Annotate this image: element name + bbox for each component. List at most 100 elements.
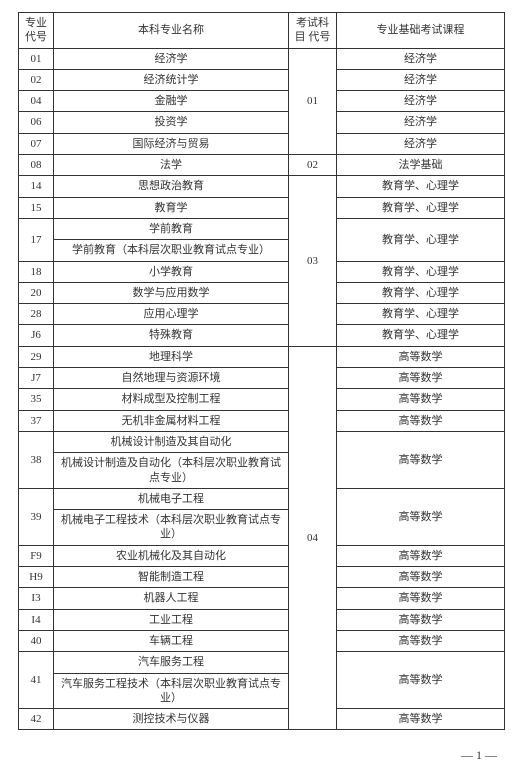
cell-major-code: 02: [19, 69, 54, 90]
cell-major-name-variant: 机械设计制造及自动化（本科层次职业教育试点专业）: [54, 453, 288, 488]
cell-course: 高等数学: [337, 389, 505, 410]
cell-course: 经济学: [337, 69, 505, 90]
cell-major-name: 机械设计制造及其自动化机械设计制造及自动化（本科层次职业教育试点专业）: [54, 431, 289, 488]
cell-major-code: 28: [19, 304, 54, 325]
cell-major-name: 农业机械化及其自动化: [54, 545, 289, 566]
cell-major-code: 07: [19, 133, 54, 154]
page-number: — 1 —: [18, 748, 505, 763]
cell-major-name: 特殊教育: [54, 325, 289, 346]
header-major-name: 本科专业名称: [54, 13, 289, 49]
cell-major-code: 15: [19, 197, 54, 218]
cell-major-name: 思想政治教育: [54, 176, 289, 197]
table-row: 29地理科学04高等数学: [19, 346, 505, 367]
header-exam-code: 考试科目 代号: [289, 13, 337, 49]
cell-major-name: 应用心理学: [54, 304, 289, 325]
cell-course: 法学基础: [337, 155, 505, 176]
cell-major-code: J6: [19, 325, 54, 346]
cell-major-name-variant: 机械电子工程: [54, 489, 288, 510]
cell-major-code: I4: [19, 609, 54, 630]
cell-course: 高等数学: [337, 567, 505, 588]
table-row: 01经济学01经济学: [19, 48, 505, 69]
table-row: 28应用心理学 教育学、心理学: [19, 304, 505, 325]
cell-course: 高等数学: [337, 588, 505, 609]
cell-course: 教育学、心理学: [337, 218, 505, 261]
cell-major-name-variant: 学前教育（本科层次职业教育试点专业）: [54, 240, 288, 261]
cell-major-name: 国际经济与贸易: [54, 133, 289, 154]
cell-major-name-variant: 机械电子工程技术（本科层次职业教育试点专业）: [54, 510, 288, 545]
cell-major-name: 工业工程: [54, 609, 289, 630]
cell-major-code: 40: [19, 630, 54, 651]
cell-course: 高等数学: [337, 709, 505, 730]
table-row: 18小学教育教育学、心理学: [19, 261, 505, 282]
table-header: 专业 代号 本科专业名称 考试科目 代号 专业基础考试课程: [19, 13, 505, 49]
cell-course: 高等数学: [337, 630, 505, 651]
table-row: J7自然地理与资源环境高等数学: [19, 368, 505, 389]
cell-major-code: 14: [19, 176, 54, 197]
cell-major-name-variant: 汽车服务工程: [54, 652, 288, 673]
cell-exam-code: 03: [289, 176, 337, 346]
cell-major-name: 测控技术与仪器: [54, 709, 289, 730]
cell-major-name: 数学与应用数学: [54, 282, 289, 303]
cell-major-name: 机械电子工程机械电子工程技术（本科层次职业教育试点专业）: [54, 488, 289, 545]
cell-major-name: 投资学: [54, 112, 289, 133]
cell-course: 经济学: [337, 112, 505, 133]
cell-course: 教育学、心理学: [337, 282, 505, 303]
table-row: 15教育学教育学、心理学: [19, 197, 505, 218]
cell-major-code: 04: [19, 91, 54, 112]
cell-major-code: 20: [19, 282, 54, 303]
table-row: J6特殊教育 教育学、心理学: [19, 325, 505, 346]
cell-major-code: 29: [19, 346, 54, 367]
cell-course: 高等数学: [337, 545, 505, 566]
table-row: 40车辆工程 高等数学: [19, 630, 505, 651]
cell-course: 高等数学: [337, 346, 505, 367]
cell-major-name-variant: 学前教育: [54, 219, 288, 240]
major-exam-table: 专业 代号 本科专业名称 考试科目 代号 专业基础考试课程 01经济学01经济学…: [18, 12, 505, 730]
cell-course: 高等数学: [337, 652, 505, 709]
table-row: 06投资学 经济学: [19, 112, 505, 133]
table-row: I4工业工程 高等数学: [19, 609, 505, 630]
cell-major-code: F9: [19, 545, 54, 566]
cell-major-code: 08: [19, 155, 54, 176]
cell-course: 经济学: [337, 133, 505, 154]
cell-major-code: H9: [19, 567, 54, 588]
cell-major-name: 金融学: [54, 91, 289, 112]
cell-course: 教育学、心理学: [337, 304, 505, 325]
cell-exam-code: 01: [289, 48, 337, 154]
cell-major-code: 39: [19, 488, 54, 545]
table-row: 14思想政治教育03教育学、心理学: [19, 176, 505, 197]
cell-major-code: I3: [19, 588, 54, 609]
cell-major-name-variant: 汽车服务工程技术（本科层次职业教育试点专业）: [54, 673, 288, 708]
cell-course: 高等数学: [337, 609, 505, 630]
cell-course: 高等数学: [337, 368, 505, 389]
cell-major-name: 经济学: [54, 48, 289, 69]
header-course: 专业基础考试课程: [337, 13, 505, 49]
cell-major-code: 17: [19, 218, 54, 261]
table-body: 01经济学01经济学02经济统计学经济学04金融学经济学06投资学经济学07国际…: [19, 48, 505, 730]
cell-major-name: 车辆工程: [54, 630, 289, 651]
cell-major-code: 42: [19, 709, 54, 730]
table-row: 08法学02法学基础: [19, 155, 505, 176]
table-row: 20数学与应用数学 教育学、心理学: [19, 282, 505, 303]
cell-major-code: 35: [19, 389, 54, 410]
cell-major-name-variant: 机械设计制造及其自动化: [54, 432, 288, 453]
table-row: H9智能制造工程高等数学: [19, 567, 505, 588]
cell-course: 教育学、心理学: [337, 325, 505, 346]
cell-major-name: 小学教育: [54, 261, 289, 282]
cell-major-name: 法学: [54, 155, 289, 176]
cell-major-code: 37: [19, 410, 54, 431]
cell-major-code: 41: [19, 652, 54, 709]
cell-major-code: 38: [19, 431, 54, 488]
cell-major-name: 地理科学: [54, 346, 289, 367]
cell-course: 教育学、心理学: [337, 176, 505, 197]
cell-major-code: 06: [19, 112, 54, 133]
table-row: I3机器人工程 高等数学: [19, 588, 505, 609]
cell-course: 经济学: [337, 91, 505, 112]
cell-major-name: 学前教育学前教育（本科层次职业教育试点专业）: [54, 218, 289, 261]
cell-major-name: 机器人工程: [54, 588, 289, 609]
table-row: 04金融学 经济学: [19, 91, 505, 112]
cell-exam-code: 02: [289, 155, 337, 176]
table-row: 07国际经济与贸易 经济学: [19, 133, 505, 154]
cell-major-name: 经济统计学: [54, 69, 289, 90]
table-row: 41汽车服务工程汽车服务工程技术（本科层次职业教育试点专业） 高等数学: [19, 652, 505, 709]
table-row: 38机械设计制造及其自动化机械设计制造及自动化（本科层次职业教育试点专业）高等数…: [19, 431, 505, 488]
